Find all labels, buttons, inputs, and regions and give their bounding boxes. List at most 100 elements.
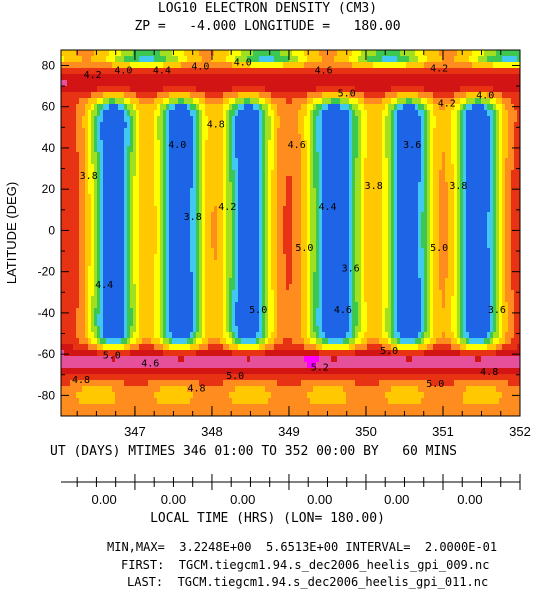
heatmap-cell [304, 194, 308, 201]
heatmap-cell [268, 224, 272, 231]
heatmap-cell [469, 158, 473, 165]
heatmap-cell [301, 200, 305, 207]
heatmap-cell [397, 182, 401, 189]
heatmap-cell [514, 92, 518, 99]
heatmap-cell [127, 182, 131, 189]
heatmap-cell [220, 80, 224, 87]
heatmap-cell [193, 122, 197, 129]
heatmap-cell [499, 212, 503, 219]
heatmap-cell [217, 110, 221, 117]
heatmap-cell [94, 56, 98, 63]
heatmap-cell [127, 200, 131, 207]
heatmap-cell [67, 80, 71, 87]
heatmap-cell [346, 134, 350, 141]
heatmap-cell [424, 86, 428, 93]
heatmap-cell [457, 194, 461, 201]
heatmap-cell [394, 188, 398, 195]
heatmap-cell [295, 146, 299, 153]
heatmap-cell [268, 140, 272, 147]
heatmap-cell [442, 224, 446, 231]
heatmap-cell [277, 56, 281, 63]
heatmap-cell [340, 200, 344, 207]
heatmap-cell [94, 104, 98, 111]
heatmap-cell [274, 188, 278, 195]
heatmap-cell [211, 116, 215, 123]
heatmap-cell [220, 206, 224, 213]
heatmap-cell [298, 134, 302, 141]
heatmap-cell [238, 80, 242, 87]
heatmap-cell [418, 140, 422, 147]
heatmap-cell [265, 206, 269, 213]
heatmap-cell [436, 116, 440, 123]
heatmap-cell [136, 182, 140, 189]
heatmap-cell [358, 146, 362, 153]
heatmap-cell [154, 116, 158, 123]
heatmap-cell [208, 182, 212, 189]
heatmap-cell [466, 164, 470, 171]
heatmap-cell [334, 200, 338, 207]
heatmap-cell [463, 224, 467, 231]
heatmap-cell [361, 128, 365, 135]
heatmap-cell [253, 236, 257, 243]
heatmap-cell [454, 170, 458, 177]
heatmap-cell [343, 200, 347, 207]
heatmap-cell [145, 140, 149, 147]
heatmap-cell [106, 188, 110, 195]
heatmap-cell [433, 176, 437, 183]
heatmap-cell [427, 74, 431, 81]
heatmap-cell [178, 182, 182, 189]
heatmap-cell [136, 152, 140, 159]
heatmap-cell [517, 128, 520, 135]
heatmap-cell [73, 56, 77, 63]
heatmap-cell [253, 74, 257, 81]
heatmap-cell [496, 182, 500, 189]
heatmap-cell [343, 146, 347, 153]
heatmap-cell [439, 116, 443, 123]
heatmap-cell [379, 224, 383, 231]
heatmap-cell [370, 218, 374, 225]
heatmap-cell [373, 68, 377, 75]
heatmap-cell [373, 62, 377, 69]
heatmap-cell [400, 230, 404, 237]
heatmap-cell [385, 140, 389, 147]
heatmap-cell [175, 218, 179, 225]
heatmap-cell [151, 74, 155, 81]
heatmap-cell [241, 146, 245, 153]
heatmap-cell [454, 146, 458, 153]
heatmap-cell [241, 128, 245, 135]
heatmap-cell [253, 56, 257, 63]
heatmap-cell [433, 104, 437, 111]
heatmap-cell [151, 188, 155, 195]
heatmap-cell [217, 146, 221, 153]
heatmap-cell [337, 122, 341, 129]
heatmap-cell [232, 116, 236, 123]
heatmap-cell [400, 104, 404, 111]
heatmap-cell [355, 68, 359, 75]
heatmap-cell [247, 170, 251, 177]
heatmap-cell [226, 194, 230, 201]
heatmap-cell [439, 212, 443, 219]
heatmap-cell [421, 128, 425, 135]
heatmap-cell [73, 86, 77, 93]
heatmap-cell [295, 56, 299, 63]
heatmap-cell [454, 218, 458, 225]
heatmap-cell [163, 92, 167, 99]
heatmap-cell [364, 206, 368, 213]
heatmap-cell [256, 128, 260, 135]
heatmap-cell [457, 176, 461, 183]
heatmap-cell [148, 134, 152, 141]
heatmap-cell [304, 224, 308, 231]
heatmap-cell [454, 104, 458, 111]
heatmap-cell [241, 164, 245, 171]
heatmap-cell [124, 122, 128, 129]
heatmap-cell [328, 212, 332, 219]
heatmap-cell [223, 116, 227, 123]
heatmap-cell [157, 170, 161, 177]
heatmap-cell [388, 224, 392, 231]
heatmap-cell [247, 116, 251, 123]
heatmap-cell [442, 50, 446, 57]
heatmap-cell [298, 170, 302, 177]
heatmap-cell [322, 62, 326, 69]
heatmap-cell [235, 122, 239, 129]
heatmap-cell [472, 104, 476, 111]
